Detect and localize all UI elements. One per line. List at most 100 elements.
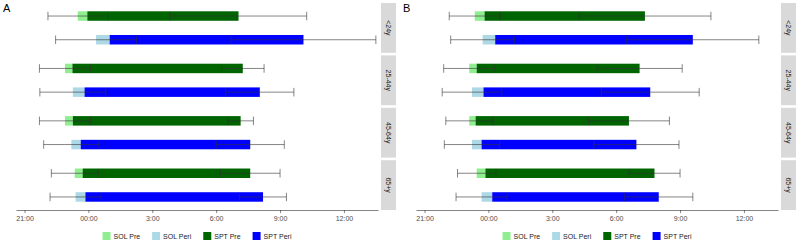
legend: SOL Pre SOL Peri SPT Pre SPT Peri bbox=[503, 232, 692, 240]
x-axis: 21:0000:003:006:009:0012:00 bbox=[416, 210, 778, 222]
panel-title: B bbox=[403, 2, 410, 14]
legend-item: SPT Peri bbox=[653, 232, 692, 240]
error-cap bbox=[495, 169, 496, 178]
bar bbox=[485, 169, 654, 178]
error-cap bbox=[220, 169, 221, 178]
error-bar bbox=[629, 173, 680, 174]
error-cap bbox=[626, 35, 627, 44]
tick-label: 3:00 bbox=[546, 215, 560, 222]
legend-label: SPT Peri bbox=[664, 233, 692, 240]
error-cap bbox=[692, 193, 693, 202]
facet-label: 25-44y bbox=[784, 70, 792, 92]
error-cap bbox=[284, 140, 285, 149]
error-bar bbox=[597, 68, 682, 69]
facet-label: 45-64y bbox=[384, 122, 392, 144]
facet-strip bbox=[781, 160, 796, 210]
error-cap bbox=[457, 169, 458, 178]
legend-swatch bbox=[203, 232, 211, 240]
error-bar bbox=[50, 196, 101, 197]
error-cap bbox=[669, 117, 670, 126]
error-bar bbox=[444, 68, 495, 69]
error-cap bbox=[628, 169, 629, 178]
tick-label: 9:00 bbox=[674, 215, 688, 222]
tick-label: 21:00 bbox=[16, 215, 34, 222]
error-bar bbox=[220, 173, 280, 174]
x-tick: 3:00 bbox=[146, 210, 160, 222]
error-bar bbox=[594, 144, 679, 145]
facet-label: 65+y bbox=[784, 177, 792, 193]
axis-line bbox=[417, 210, 779, 211]
error-bar bbox=[442, 92, 502, 93]
legend-item: SPT Pre bbox=[603, 232, 640, 240]
error-bar bbox=[226, 92, 294, 93]
error-cap bbox=[499, 140, 500, 149]
bar bbox=[72, 64, 242, 73]
error-cap bbox=[500, 12, 501, 21]
tick-label: 00:00 bbox=[480, 215, 498, 222]
legend-label: SOL Pre bbox=[514, 233, 541, 240]
x-tick: 00:00 bbox=[80, 210, 98, 222]
error-cap bbox=[699, 88, 700, 97]
x-tick: 21:00 bbox=[16, 210, 34, 222]
error-bar bbox=[446, 120, 493, 121]
error-bar bbox=[221, 68, 264, 69]
error-bar bbox=[579, 16, 711, 17]
error-bar bbox=[444, 144, 499, 145]
error-bar bbox=[449, 16, 500, 17]
axis-line bbox=[17, 210, 379, 211]
legend-label: SOL Peri bbox=[563, 233, 592, 240]
error-cap bbox=[55, 35, 56, 44]
facet-label: <24y bbox=[784, 20, 792, 36]
error-cap bbox=[456, 193, 457, 202]
error-cap bbox=[39, 117, 40, 126]
error-bar bbox=[170, 16, 306, 17]
error-cap bbox=[375, 35, 376, 44]
error-cap bbox=[50, 193, 51, 202]
error-cap bbox=[99, 140, 100, 149]
legend-item: SOL Peri bbox=[552, 232, 592, 240]
error-cap bbox=[758, 35, 759, 44]
x-tick: 21:00 bbox=[416, 210, 434, 222]
error-bar bbox=[456, 196, 507, 197]
error-cap bbox=[492, 117, 493, 126]
error-cap bbox=[98, 169, 99, 178]
tick-label: 6:00 bbox=[210, 215, 224, 222]
error-cap bbox=[597, 64, 598, 73]
x-tick: 3:00 bbox=[546, 210, 560, 222]
error-cap bbox=[253, 117, 254, 126]
tick-mark bbox=[744, 210, 745, 213]
error-bar bbox=[451, 39, 515, 40]
legend-label: SPT Peri bbox=[264, 233, 292, 240]
error-cap bbox=[593, 140, 594, 149]
facet-strip bbox=[781, 3, 796, 53]
error-bar bbox=[56, 39, 137, 40]
tick-mark bbox=[216, 210, 217, 213]
legend-item: SOL Peri bbox=[152, 232, 192, 240]
error-cap bbox=[514, 35, 515, 44]
tick-mark bbox=[152, 210, 153, 213]
legend-swatch bbox=[103, 232, 111, 240]
error-bar bbox=[48, 16, 108, 17]
facet-strip bbox=[381, 160, 396, 210]
tick-mark bbox=[616, 210, 617, 213]
error-cap bbox=[227, 117, 228, 126]
error-cap bbox=[710, 12, 711, 21]
error-cap bbox=[43, 140, 44, 149]
error-cap bbox=[231, 35, 232, 44]
bar bbox=[73, 116, 241, 125]
legend-item: SOL Pre bbox=[103, 232, 141, 240]
error-cap bbox=[678, 140, 679, 149]
facet-label: 45-64y bbox=[784, 122, 792, 144]
tick-mark bbox=[552, 210, 553, 213]
legend: SOL PreSOL PeriSPT PreSPT Peri bbox=[103, 232, 292, 240]
tick-label: 21:00 bbox=[416, 215, 434, 222]
error-cap bbox=[39, 88, 40, 97]
facet-label: <24y bbox=[384, 20, 392, 36]
error-cap bbox=[501, 88, 502, 97]
tick-label: 9:00 bbox=[274, 215, 288, 222]
error-cap bbox=[280, 169, 281, 178]
x-tick: 00:00 bbox=[480, 210, 498, 222]
tick-mark bbox=[25, 210, 26, 213]
error-bar bbox=[601, 92, 699, 93]
error-cap bbox=[90, 64, 91, 73]
